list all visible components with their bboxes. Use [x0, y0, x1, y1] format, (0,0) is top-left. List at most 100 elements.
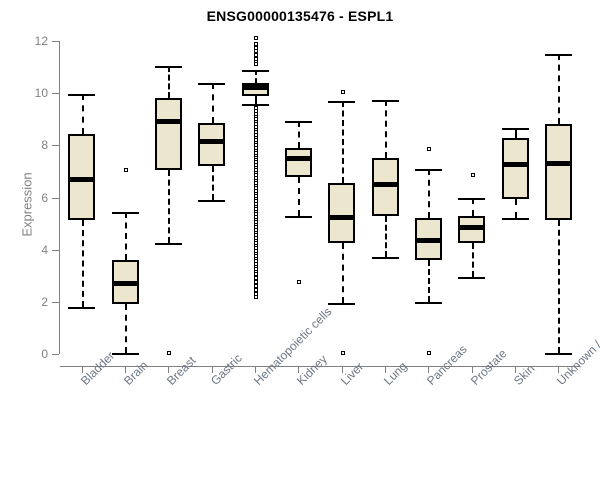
median-line	[458, 224, 486, 230]
outlier-point	[254, 36, 258, 41]
whisker-cap-upper	[414, 168, 442, 171]
y-tick-mark	[52, 41, 59, 42]
whisker-lower	[211, 166, 214, 201]
y-tick-mark	[52, 249, 59, 251]
whisker-cap-lower	[241, 103, 269, 106]
whisker-cap-upper	[241, 69, 269, 72]
outlier-point	[340, 350, 345, 355]
x-tick-label: Lung	[381, 359, 410, 388]
x-tick-label: Breast	[164, 353, 199, 388]
y-tick-label: 2	[41, 294, 48, 309]
whisker-lower	[341, 243, 344, 304]
whisker-upper	[428, 168, 431, 219]
x-tick-mark	[515, 366, 516, 373]
whisker-cap-upper	[371, 99, 399, 102]
box-iqr	[284, 147, 312, 177]
y-tick-mark	[52, 301, 59, 303]
whisker-cap-upper	[544, 54, 572, 57]
outlier-point	[254, 53, 258, 58]
outlier-point	[254, 284, 258, 289]
whisker-cap-upper	[328, 100, 356, 103]
y-tick-label: 12	[34, 34, 48, 48]
x-tick-label: Brain	[121, 358, 151, 388]
whisker-lower	[298, 176, 301, 216]
x-tick-mark	[341, 366, 343, 373]
y-tick-label: 10	[34, 86, 48, 101]
whisker-cap-upper	[501, 128, 529, 131]
x-tick-mark	[168, 366, 170, 373]
median-line	[68, 176, 96, 182]
whisker-cap-lower	[371, 257, 399, 260]
whisker-lower	[125, 304, 127, 353]
box-iqr	[371, 158, 399, 216]
whisker-cap-lower	[111, 352, 139, 355]
median-line	[414, 238, 442, 244]
box-iqr	[501, 137, 529, 199]
box-iqr	[328, 183, 356, 244]
whisker-cap-upper	[458, 197, 486, 200]
x-tick-mark	[385, 366, 386, 373]
x-tick-mark	[428, 366, 430, 373]
whisker-upper	[125, 211, 127, 261]
y-tick-mark	[52, 145, 59, 147]
y-axis-line	[59, 41, 60, 354]
whisker-upper	[471, 197, 474, 216]
x-tick-label: Gastric	[207, 351, 245, 388]
median-line	[154, 119, 182, 125]
whisker-lower	[558, 219, 561, 353]
outlier-point	[124, 168, 128, 173]
whisker-cap-upper	[198, 82, 226, 85]
outlier-point	[427, 147, 432, 152]
whisker-upper	[81, 94, 84, 134]
y-tick-label: 4	[41, 242, 48, 257]
box-iqr	[154, 98, 182, 171]
whisker-cap-lower	[458, 277, 486, 280]
whisker-cap-lower	[501, 218, 529, 221]
outlier-point	[470, 173, 475, 178]
outlier-point	[254, 62, 258, 67]
whisker-lower	[515, 198, 517, 219]
box-iqr	[198, 123, 226, 167]
x-axis-line	[60, 366, 580, 367]
y-tick-mark	[52, 93, 59, 95]
x-tick-label: Kidney	[294, 352, 331, 388]
chart-title: ENSG00000135476 - ESPL1	[206, 8, 394, 24]
y-tick-label: 0	[41, 347, 48, 361]
whisker-cap-lower	[328, 303, 356, 306]
whisker-lower	[471, 243, 474, 278]
whisker-cap-upper	[68, 94, 96, 97]
whisker-cap-upper	[111, 211, 139, 214]
outlier-point	[297, 280, 302, 285]
whisker-upper	[558, 54, 561, 125]
x-tick-mark	[211, 366, 213, 373]
median-line	[111, 281, 139, 287]
median-line	[501, 162, 529, 168]
median-line	[371, 181, 399, 187]
outlier-point	[254, 41, 258, 46]
whisker-cap-lower	[544, 352, 572, 355]
y-axis-title: Expression	[19, 172, 35, 237]
outlier-point	[340, 89, 345, 94]
median-line	[241, 85, 269, 91]
x-tick-label: Liver	[337, 359, 366, 388]
outlier-point	[254, 288, 258, 293]
whisker-cap-lower	[154, 243, 182, 246]
outlier-point	[254, 294, 258, 299]
x-tick-mark	[255, 366, 256, 373]
whisker-upper	[168, 65, 171, 99]
outlier-point	[254, 49, 258, 54]
x-tick-mark	[558, 366, 560, 373]
whisker-upper	[385, 99, 387, 159]
y-tick-label: 8	[41, 138, 48, 153]
median-line	[328, 214, 356, 220]
whisker-cap-lower	[198, 200, 226, 203]
outlier-point	[167, 350, 172, 355]
plot-area	[60, 36, 580, 355]
whisker-lower	[385, 215, 387, 258]
whisker-upper	[515, 128, 517, 138]
outlier-point	[427, 350, 432, 355]
whisker-upper	[341, 100, 344, 184]
whisker-cap-lower	[68, 307, 96, 310]
x-tick-mark	[298, 366, 300, 373]
